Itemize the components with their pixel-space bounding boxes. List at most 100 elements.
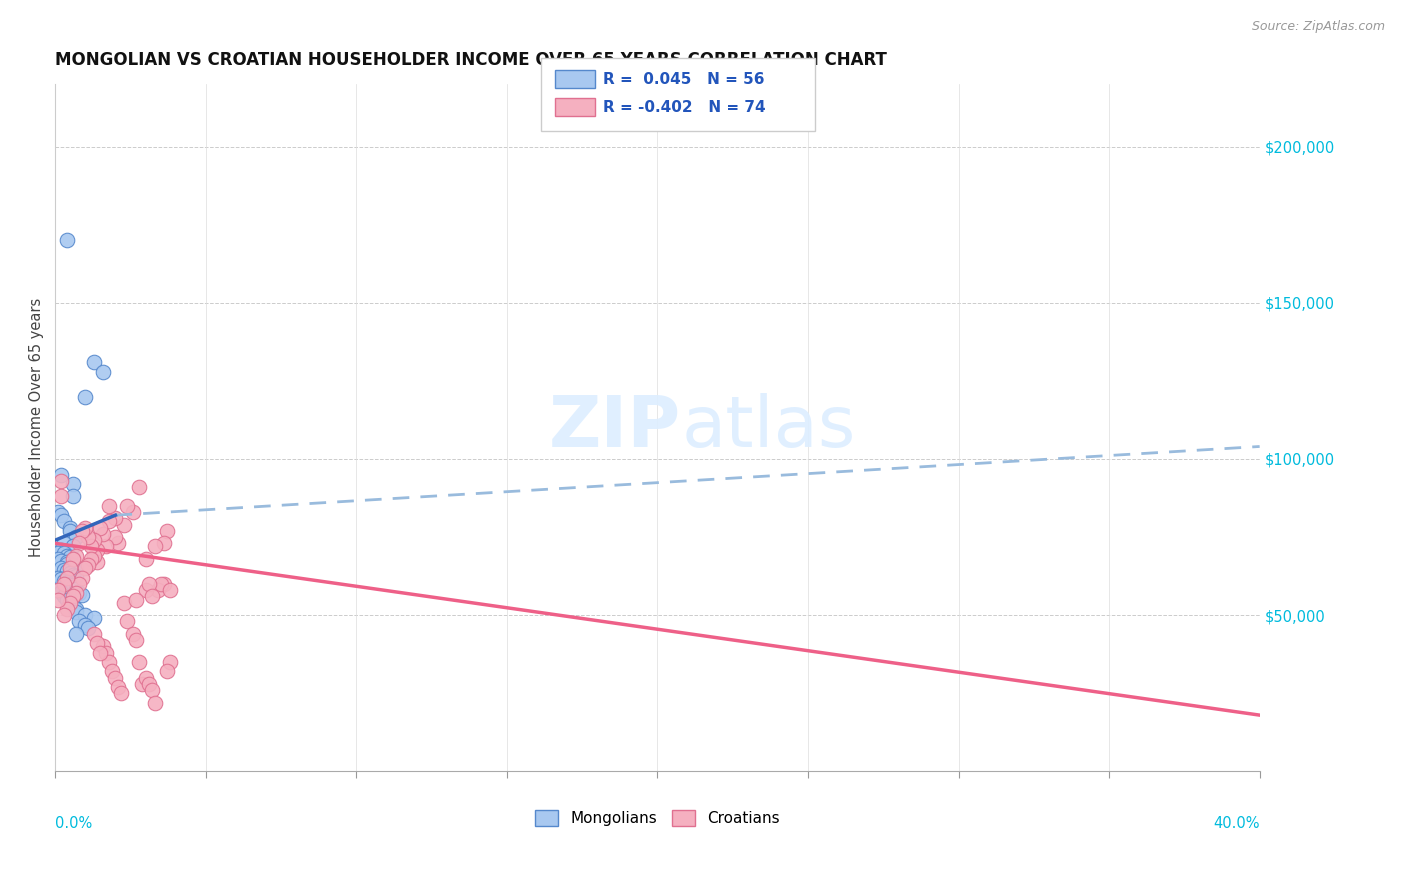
Point [53,590,76,604]
Point [62,599,84,613]
Point [93,640,115,654]
Point [141,683,163,698]
Point [104,511,127,525]
Point [117,615,139,629]
Point [96,646,118,660]
Point [59,578,82,592]
Point [149,577,172,591]
Point [125,633,148,648]
Point [65,605,87,619]
Point [56,549,79,563]
Point [77,621,100,635]
Point [75,561,97,575]
Point [51,542,73,557]
Point [93,527,115,541]
Point [80,540,103,554]
Point [59,550,82,565]
Point [67,586,90,600]
Point [46,571,69,585]
Point [65,602,87,616]
Point [53,577,76,591]
Point [146,583,169,598]
Y-axis label: Householder Income Over 65 years: Householder Income Over 65 years [30,298,44,558]
Point [134,671,156,685]
Point [62,477,84,491]
Point [67,536,90,550]
Point [62,558,84,573]
Point [72,571,94,585]
Point [112,596,135,610]
Point [117,499,139,513]
Point [141,590,163,604]
Point [67,577,90,591]
Point [65,530,87,544]
Point [152,577,174,591]
Point [122,505,145,519]
Point [51,467,73,482]
Point [83,549,105,563]
Point [67,615,90,629]
Text: 0.0%: 0.0% [55,816,93,831]
Point [56,565,79,579]
Point [77,558,100,573]
Point [53,563,76,577]
Point [65,582,87,596]
Point [93,364,115,378]
Point [51,561,73,575]
Point [98,655,121,669]
Point [159,655,181,669]
Point [75,390,97,404]
Point [75,608,97,623]
Point [143,696,166,710]
Point [46,583,69,598]
Point [131,677,153,691]
Point [134,552,156,566]
Point [86,542,108,557]
Point [53,515,76,529]
Point [51,553,73,567]
Point [65,627,87,641]
Point [110,686,132,700]
Point [46,546,69,560]
Point [65,586,87,600]
Point [62,567,84,582]
Point [62,490,84,504]
Point [83,533,105,548]
Point [72,588,94,602]
Point [56,555,79,569]
Point [56,557,79,571]
Point [65,559,87,574]
Point [128,655,150,669]
Point [138,577,160,591]
Point [56,592,79,607]
Point [83,355,105,369]
Point [155,665,177,679]
Point [104,530,127,544]
Point [62,590,84,604]
Point [89,521,111,535]
Point [51,474,73,488]
Point [96,540,118,554]
Point [65,549,87,563]
Point [72,524,94,538]
Point [59,596,82,610]
Text: 40.0%: 40.0% [1213,816,1260,831]
Point [62,540,84,554]
Point [56,575,79,590]
Point [101,665,124,679]
Point [77,530,100,544]
Text: R = -0.402   N = 74: R = -0.402 N = 74 [603,100,766,114]
Point [134,583,156,598]
Point [56,233,79,247]
Point [46,505,69,519]
Point [53,546,76,560]
Point [62,580,84,594]
Point [51,584,73,599]
Point [143,540,166,554]
Point [86,636,108,650]
Point [46,552,69,566]
Point [56,602,79,616]
Point [104,671,127,685]
Point [107,536,129,550]
Text: R =  0.045   N = 56: R = 0.045 N = 56 [603,72,765,87]
